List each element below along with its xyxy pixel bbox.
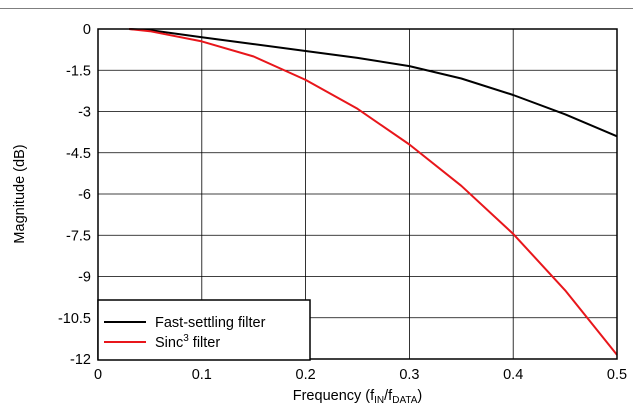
y-tick-label: -7.5 <box>66 228 91 244</box>
legend-label-fast-settling: Fast-settling filter <box>155 315 266 331</box>
x-tick-label: 0.3 <box>399 367 419 383</box>
series-line-fast-settling <box>129 28 618 138</box>
y-tick-label: 0 <box>83 22 91 38</box>
top-rule <box>0 8 633 9</box>
x-tick-label: 0.1 <box>192 367 212 383</box>
y-tick-labels: 0 -1.5 -3 -4.5 -6 -7.5 -9 -10.5 -12 <box>58 22 91 368</box>
x-axis-label-sub-in: IN <box>374 395 384 406</box>
x-axis-label: Frequency (fIN/fDATA) <box>293 388 423 406</box>
x-axis-label-tail: ) <box>417 388 422 404</box>
legend-label-sinc3-sup: 3 <box>183 333 189 344</box>
plot-frame <box>97 28 618 360</box>
y-tick-label: -4.5 <box>66 146 91 162</box>
y-tick-label: -6 <box>78 187 91 203</box>
legend-label-sinc3-base: Sinc <box>155 335 183 351</box>
y-tick-label: -12 <box>70 352 91 368</box>
legend-box <box>97 299 311 361</box>
x-tick-label: 0.2 <box>296 367 316 383</box>
series-line-sinc3 <box>128 28 618 356</box>
x-tick-label: 0 <box>94 367 102 383</box>
y-tick-label: -3 <box>78 105 91 121</box>
legend-label-sinc3: Sinc3 filter <box>155 333 220 351</box>
x-axis-label-sub-data: DATA <box>392 395 418 406</box>
series-lines <box>128 28 618 356</box>
y-tick-label: -9 <box>78 270 91 286</box>
x-axis-label-mid: /f <box>384 388 393 404</box>
legend-label-sinc3-tail: filter <box>189 335 221 351</box>
legend: Fast-settling filter Sinc3 filter <box>97 299 311 361</box>
x-tick-label: 0.5 <box>607 367 627 383</box>
y-tick-label: -1.5 <box>66 63 91 79</box>
x-tick-label: 0.4 <box>503 367 523 383</box>
y-tick-label: -10.5 <box>58 311 91 327</box>
x-axis-label-base: Frequency (f <box>293 388 375 404</box>
x-tick-labels: 0 0.1 0.2 0.3 0.4 0.5 <box>94 367 627 383</box>
y-axis-label: Magnitude (dB) <box>12 144 28 243</box>
